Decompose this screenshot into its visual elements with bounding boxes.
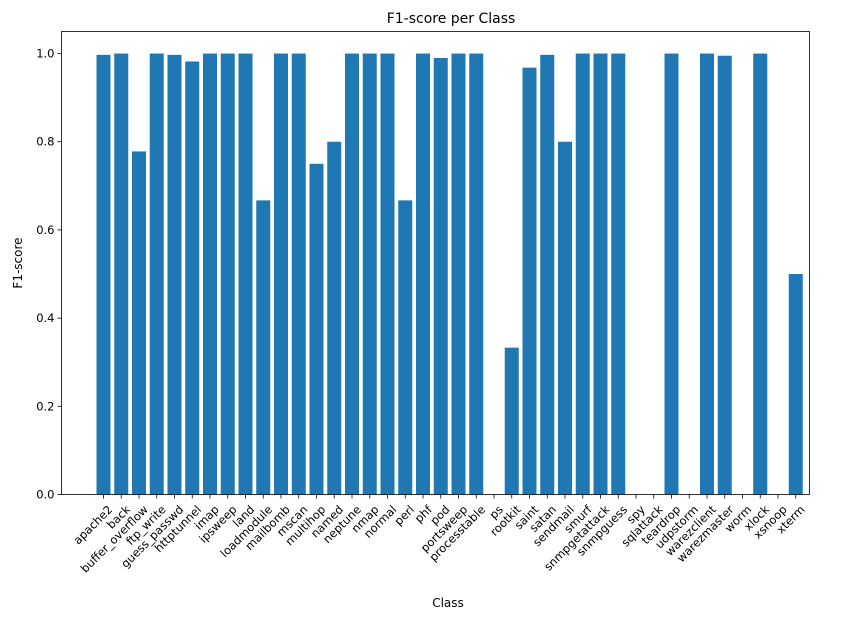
bar-buffer_overflow xyxy=(132,151,146,495)
bar-mailbomb xyxy=(274,53,288,495)
bar-normal xyxy=(380,53,395,495)
y-tick-label: 0.2 xyxy=(36,399,54,413)
bar-loadmodule xyxy=(256,200,271,495)
bar-named xyxy=(327,141,342,495)
bar-multihop xyxy=(309,163,324,495)
y-tick-label: 0.6 xyxy=(36,223,54,237)
bar-mscan xyxy=(291,53,306,495)
y-axis-label: F1-score xyxy=(11,237,25,288)
bar-teardrop xyxy=(664,53,679,495)
y-tick-label: 1.0 xyxy=(36,47,54,61)
bar-nmap xyxy=(362,53,377,495)
chart-title: F1-score per Class xyxy=(387,11,516,27)
bar-land xyxy=(238,53,253,495)
bar-perl xyxy=(398,200,413,495)
bar-imap xyxy=(203,53,217,495)
bar-pod xyxy=(433,57,448,495)
x-axis-label: Class xyxy=(432,596,464,610)
bar-back xyxy=(114,53,129,495)
bar-xterm xyxy=(788,274,803,495)
bar-xlock xyxy=(753,53,768,495)
bar-satan xyxy=(540,54,555,495)
bar-phf xyxy=(416,53,430,495)
bar-ipsweep xyxy=(220,53,235,495)
bar-httptunnel xyxy=(185,61,200,495)
bar-warezclient xyxy=(700,53,714,495)
bar-neptune xyxy=(345,53,359,495)
bar-snmpguess xyxy=(611,53,626,495)
bar-portsweep xyxy=(451,53,466,495)
bar-snmpgetattack xyxy=(593,53,608,495)
bar-warezmaster xyxy=(717,55,732,495)
bar-ftp_write xyxy=(149,53,164,495)
x-axis: apache2backbuffer_overflowftp_writeguess… xyxy=(70,494,808,576)
y-tick-label: 0.4 xyxy=(36,311,54,325)
bar-sendmail xyxy=(558,141,572,495)
bars-group xyxy=(96,53,803,495)
bar-processtable xyxy=(469,53,484,495)
plot-frame xyxy=(61,31,810,495)
bar-saint xyxy=(522,67,537,495)
y-axis: 0.0 0.2 0.4 0.6 0.8 1.0 xyxy=(36,47,62,502)
bar-apache2 xyxy=(96,54,111,495)
bar-smurf xyxy=(575,53,590,495)
bar-guess_passwd xyxy=(167,54,182,495)
bar-rootkit xyxy=(504,347,519,495)
y-tick-label: 0.8 xyxy=(36,135,54,149)
y-tick-label: 0.0 xyxy=(36,488,54,502)
